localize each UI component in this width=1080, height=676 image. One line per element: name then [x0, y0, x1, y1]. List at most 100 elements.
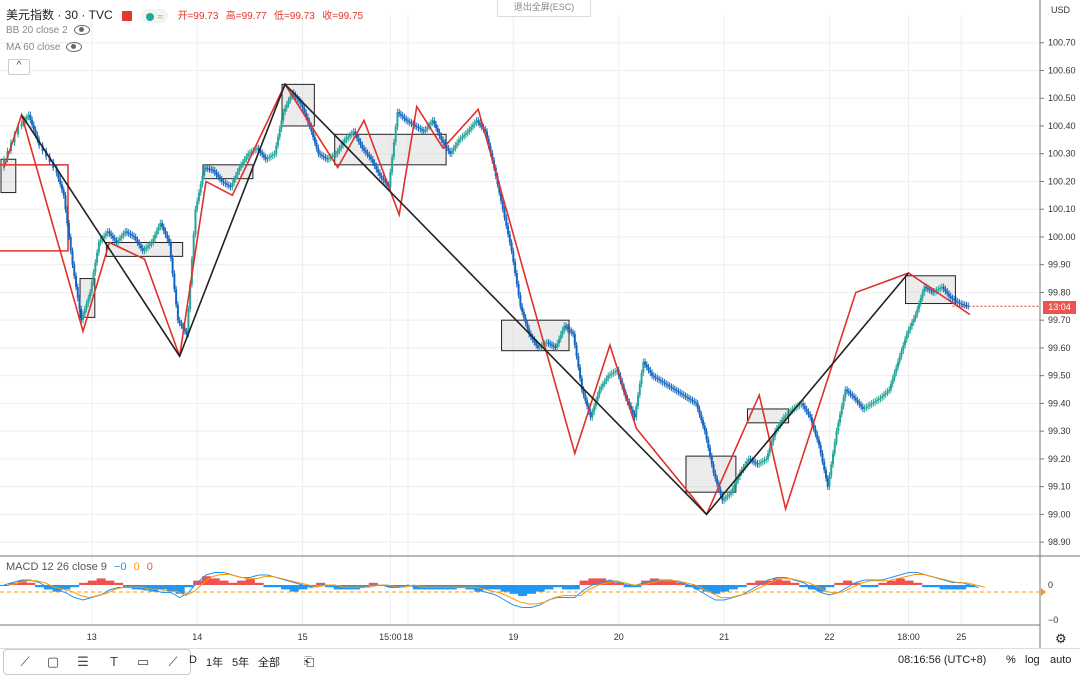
rect-tool-icon[interactable]: ▢	[46, 654, 60, 669]
price-bar	[364, 150, 367, 153]
price-bar	[744, 464, 747, 468]
collapse-legend-button[interactable]: ^	[8, 59, 30, 75]
price-bar	[118, 238, 121, 241]
price-bar	[187, 309, 190, 335]
price-bar	[431, 120, 434, 123]
eye-icon[interactable]	[73, 25, 90, 36]
price-bar	[320, 154, 323, 156]
symbol-title[interactable]: 美元指数 · 30 · TVC	[6, 8, 113, 22]
price-bar	[786, 413, 789, 416]
macd-hist-bar	[105, 580, 115, 585]
price-bar	[457, 139, 460, 143]
exit-fullscreen-button[interactable]: 退出全屏(ESC)	[497, 0, 591, 17]
price-bar	[212, 169, 215, 171]
price-bar	[55, 167, 58, 174]
price-bar	[519, 295, 522, 307]
price-bar	[122, 233, 125, 236]
price-bar	[902, 345, 905, 351]
price-bar	[928, 289, 931, 291]
fib-tool-icon[interactable]: ☰	[77, 654, 89, 669]
macd-hist-bar	[526, 585, 536, 594]
range-5y-button[interactable]: 5年	[232, 657, 250, 669]
price-bar	[735, 480, 738, 485]
price-bar	[157, 226, 160, 231]
price-bar	[464, 133, 467, 135]
text-tool-icon[interactable]: T	[110, 654, 118, 669]
line-tool-icon[interactable]: ⟋	[20, 654, 30, 669]
macd-hist-bar	[237, 580, 247, 585]
macd-hist-bar	[298, 585, 308, 590]
price-bar	[591, 411, 594, 418]
price-bar	[512, 250, 515, 262]
price-bar	[670, 386, 673, 388]
price-bar	[589, 411, 592, 418]
auto-toggle[interactable]: auto	[1050, 654, 1072, 666]
range-1y-button[interactable]: 1年	[206, 657, 224, 669]
price-bar	[349, 134, 352, 137]
comment-tool-icon[interactable]: ▭	[136, 654, 150, 669]
price-bar	[403, 117, 406, 119]
brush-tool-icon[interactable]: ⟋	[168, 654, 178, 669]
range-all-button[interactable]: 全部	[258, 657, 280, 669]
price-bar	[870, 403, 873, 405]
price-bar	[280, 120, 283, 129]
settings-gear-icon[interactable]: ⚙	[1055, 631, 1067, 646]
price-bar	[262, 154, 265, 158]
price-bar	[745, 461, 748, 465]
price-chart[interactable]: 100.70 100.60 100.50 100.40 100.30 100.20 100.…	[0, 0, 1080, 648]
range-d-button[interactable]: D	[189, 654, 197, 666]
last-price-tag: 13:04	[1043, 301, 1076, 314]
bb-legend[interactable]: BB 20 close 2	[6, 25, 90, 36]
price-bar	[477, 120, 480, 123]
price-bar	[849, 392, 852, 395]
clock-display[interactable]: 08:16:56 (UTC+8)	[898, 654, 987, 666]
price-bar	[896, 361, 899, 368]
price-bar	[143, 249, 146, 251]
price-bar	[633, 413, 636, 418]
price-bar	[257, 148, 260, 151]
price-bar	[268, 157, 271, 159]
macd-hist-bar	[219, 580, 229, 585]
price-bar	[500, 192, 503, 201]
price-bar	[373, 162, 376, 166]
price-bar	[630, 405, 633, 410]
x-tick-label: 13	[87, 632, 97, 642]
percent-toggle[interactable]: %	[1006, 654, 1016, 666]
log-toggle[interactable]: log	[1025, 654, 1040, 666]
date-range-icon[interactable]: ⎗	[304, 654, 315, 669]
price-bar	[127, 232, 130, 234]
price-bar	[154, 234, 157, 239]
macd-legend[interactable]: MACD 12 26 close 9 −0 0 0	[6, 561, 153, 573]
price-bar	[97, 242, 100, 253]
price-bar	[598, 389, 601, 396]
flag-icon[interactable]	[122, 10, 133, 21]
price-bar	[312, 131, 315, 138]
status-pill[interactable]: ≈	[141, 8, 169, 23]
price-bar	[723, 498, 726, 501]
price-bar	[150, 242, 153, 245]
price-bar	[162, 226, 165, 231]
price-bar	[840, 406, 843, 415]
price-bar	[961, 304, 964, 306]
eye-icon[interactable]	[66, 42, 83, 53]
price-bar	[877, 398, 880, 401]
price-bar	[733, 484, 736, 489]
price-bar	[80, 309, 83, 321]
price-bar	[700, 414, 703, 421]
price-bar	[104, 233, 107, 236]
price-bar	[853, 396, 856, 398]
ma-legend[interactable]: MA 60 close	[6, 42, 83, 53]
price-bar	[271, 154, 274, 156]
y-tick-label: 100.60	[1048, 65, 1076, 75]
currency-label[interactable]: USD	[1051, 5, 1071, 15]
high-label: 高	[225, 11, 236, 22]
price-bar	[370, 157, 373, 160]
price-bar	[828, 475, 831, 487]
price-bar	[637, 395, 640, 407]
price-bar	[907, 330, 910, 335]
price-bar	[284, 108, 287, 113]
price-bar	[224, 182, 227, 184]
y-tick-label: 99.70	[1048, 315, 1071, 325]
price-bar	[521, 306, 524, 312]
price-bar	[173, 273, 176, 290]
